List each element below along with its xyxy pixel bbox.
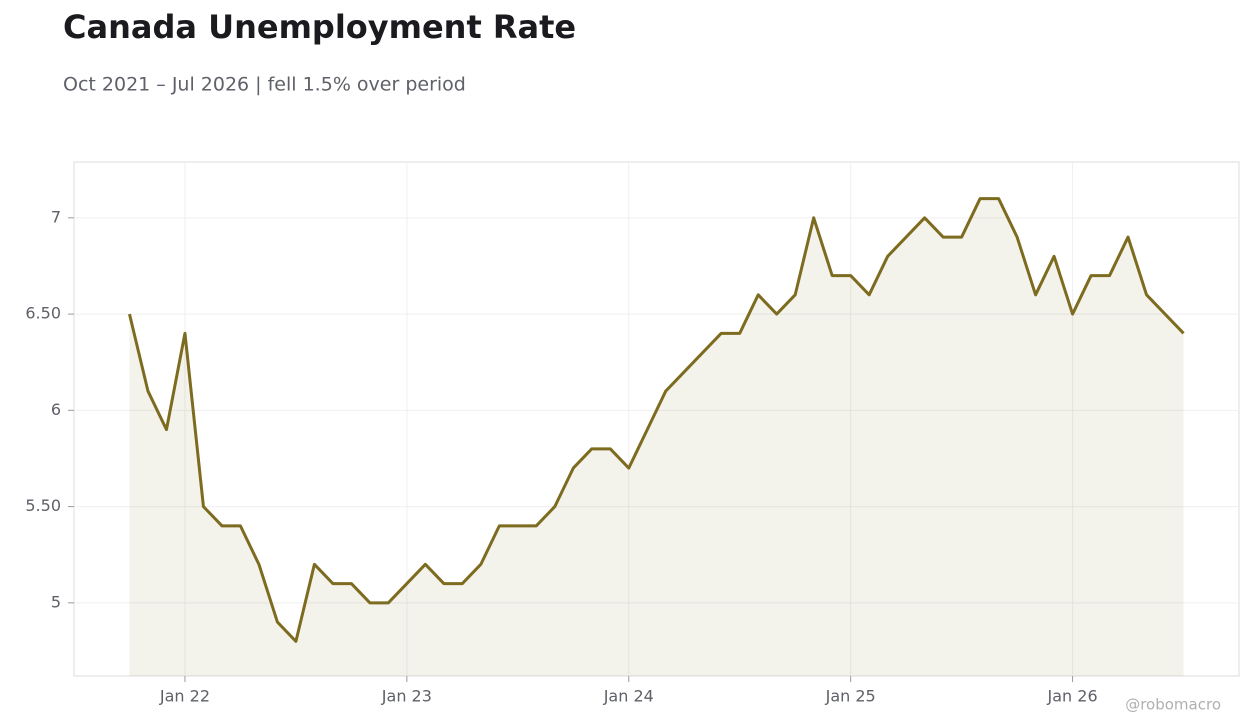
x-tick-label: Jan 26 [1047,687,1098,706]
plot-frame [73,161,1240,677]
x-tick-label: Jan 22 [159,687,210,706]
y-tick-label: 5 [51,592,61,611]
y-tick-label: 7 [51,207,61,226]
chart-subtitle: Oct 2021 – Jul 2026 | fell 1.5% over per… [63,74,466,96]
chart-title: Canada Unemployment Rate [63,8,576,46]
x-tick-label: Jan 23 [381,687,432,706]
x-tick-label: Jan 24 [603,687,654,706]
y-tick-label: 6.50 [25,304,61,323]
y-tick-label: 5.50 [25,496,61,515]
line [128,197,1185,643]
y-tick-label: 6 [51,400,61,419]
x-tick-label: Jan 25 [825,687,876,706]
area [129,198,1184,676]
watermark: @robomacro [1125,696,1221,714]
